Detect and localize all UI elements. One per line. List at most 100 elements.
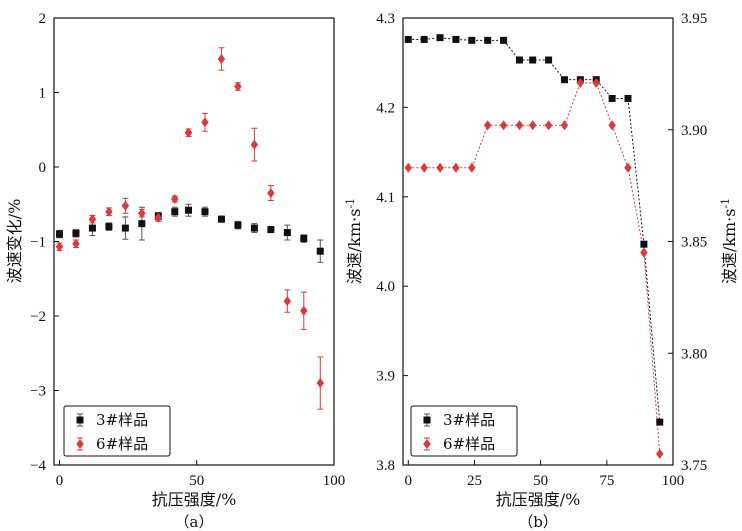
data-point-6 [624,162,632,173]
y-tick-label: 4.1 [376,190,395,206]
y-tick-label: 4.0 [376,279,395,295]
data-point-3 [640,240,648,248]
data-point-6 [468,162,476,173]
data-point-6 [105,206,113,217]
panel-a-legend-entry-3: 3#样品 [96,411,148,429]
panel-a: 0 50 100 −4 −3 −2 −1 0 1 2 抗压强度/% （a） 波速变化/% 3#样品… [5,11,345,531]
legend-marker-3 [76,416,84,424]
data-point-6 [234,81,242,92]
data-point-6 [154,212,163,223]
data-point-6 [55,241,64,252]
panel-b-x-axis-label: 抗压强度/% [496,490,581,509]
data-point-6 [171,194,179,205]
data-point-6 [201,117,209,128]
data-point-6 [316,378,325,389]
x-tick-label: 75 [599,473,614,489]
right-y-tick-label: 3.95 [681,11,707,27]
y-tick-label: −3 [30,384,46,400]
data-point-6 [560,120,569,131]
panel-b-right-y-axis-label-text: 波速/km·s [720,209,739,285]
legend-marker-6 [76,439,84,449]
data-point-3 [515,56,523,64]
data-point-3 [529,56,537,64]
series-line-6 [408,82,661,454]
x-tick-label: 100 [323,473,346,489]
data-point-3 [420,35,428,43]
data-point-6 [250,139,259,150]
panel-a-label: （a） [175,513,214,531]
panel-a-x-axis-label: 抗压强度/% [152,490,237,509]
panel-a-legend-entry-6: 6#样品 [96,435,148,453]
data-point-3 [267,226,275,234]
data-point-3 [300,235,308,243]
right-y-tick-label: 3.90 [681,123,707,139]
data-point-3 [88,224,96,232]
data-point-3 [404,35,412,43]
x-tick-label: 50 [189,473,204,489]
x-tick-label: 0 [405,473,413,489]
right-y-tick-label: 3.75 [681,458,707,474]
y-tick-label: 0 [39,160,47,176]
data-point-3 [560,76,568,84]
panel-a-y-axis-label: 波速变化/% [5,199,24,284]
data-point-3 [72,229,80,237]
data-point-3 [234,221,242,229]
x-tick-label: 25 [467,473,482,489]
data-point-3 [500,36,508,44]
data-point-3 [468,36,476,44]
data-point-3 [185,206,193,214]
panel-a-markers [55,53,325,389]
panel-a-legend-symbols [76,413,84,451]
panel-a-legend: 3#样品 6#样品 [63,405,171,457]
panel-a-frame [53,17,335,466]
data-point-3 [171,208,179,216]
panel-b-legend-symbols [423,413,431,451]
panel-b-legend-entry-6: 6#样品 [443,435,495,453]
data-point-6 [656,448,664,459]
panel-b: 0 25 50 75 100 3.8 3.9 4.0 4.1 4.2 4.3 3.75 3.80 3.85… [344,11,739,531]
data-point-3 [316,247,324,255]
data-point-3 [201,208,209,216]
y-tick-label: −2 [30,309,46,325]
panel-b-legend-entry-3: 3#样品 [443,411,495,429]
data-point-6 [72,238,80,249]
series-line-3 [408,37,661,423]
y-tick-label: 1 [39,86,47,102]
data-point-6 [640,247,648,258]
data-point-6 [436,162,444,173]
panel-b-frame [402,17,674,466]
data-point-6 [499,120,508,131]
data-point-3 [105,223,113,231]
y-tick-label: 2 [39,11,47,27]
panel-b-ticks: 0 25 50 75 100 3.8 3.9 4.0 4.1 4.2 4.3 3.75 3.80 3.85… [376,11,707,489]
data-point-3 [608,94,616,102]
y-tick-label: −1 [30,235,46,251]
data-point-6 [576,77,585,88]
data-point-3 [624,94,632,102]
panel-b-right-y-axis-label: 波速/km·s-1 [719,198,739,284]
data-point-6 [283,296,292,307]
panel-b-legend: 3#样品 6#样品 [410,405,518,457]
panel-b-legend-box [410,405,518,457]
data-point-3 [283,229,291,237]
data-point-6 [483,120,492,131]
data-point-6 [404,162,413,173]
data-point-6 [121,200,130,211]
data-point-3 [545,56,553,64]
data-point-3 [121,224,129,232]
data-point-3 [436,34,444,42]
panel-b-markers [404,34,664,459]
data-point-6 [267,188,275,199]
x-tick-label: 100 [662,473,685,489]
panel-b-y-axis-label-sup: -1 [344,198,357,209]
data-point-3 [55,230,63,238]
data-point-6 [138,208,146,219]
panel-a-error-bars [56,47,324,410]
y-tick-label: 4.3 [376,11,395,27]
panel-a-legend-box [63,405,171,457]
data-point-6 [420,162,428,173]
y-tick-label: 4.2 [376,100,395,116]
data-point-6 [184,127,193,138]
right-y-tick-label: 3.80 [681,346,707,362]
